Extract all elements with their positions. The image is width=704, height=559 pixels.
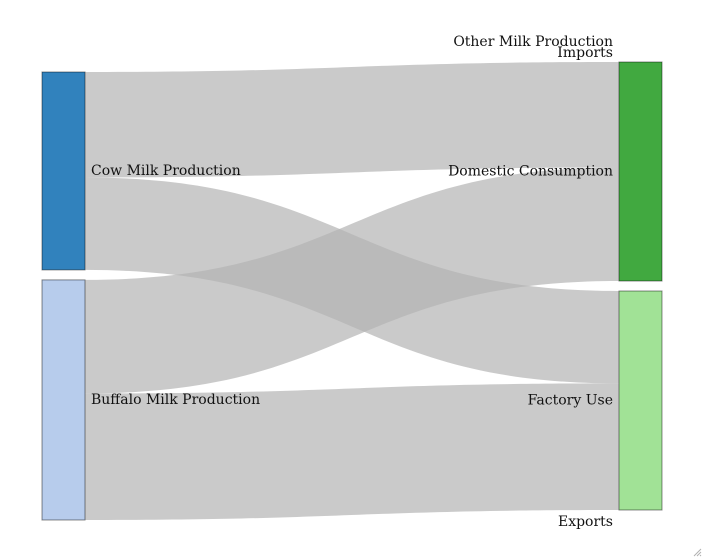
label-layer: Cow Milk Production Buffalo Milk Producti… [91, 34, 613, 530]
link-layer [85, 62, 619, 520]
node-buffalo[interactable] [41, 279, 86, 521]
node-label-cow: Cow Milk Production [91, 163, 241, 179]
node-cow[interactable] [41, 71, 86, 271]
node-label-buffalo: Buffalo Milk Production [91, 392, 260, 408]
node-domestic[interactable] [618, 61, 663, 282]
link-buffalo-to-domestic[interactable] [85, 167, 619, 394]
node-layer [41, 61, 663, 521]
link-buffalo-to-factory[interactable] [85, 383, 619, 520]
node-label-exports: Exports [558, 514, 613, 530]
node-label-imports: Imports [557, 45, 613, 61]
node-label-domestic: Domestic Consumption [448, 164, 613, 180]
link-cow-to-domestic[interactable] [85, 62, 619, 178]
node-factory[interactable] [618, 290, 663, 511]
resize-grip-icon[interactable] [692, 547, 702, 557]
node-label-factory: Factory Use [528, 393, 613, 409]
node-label-other: Other Milk Production [453, 34, 613, 50]
